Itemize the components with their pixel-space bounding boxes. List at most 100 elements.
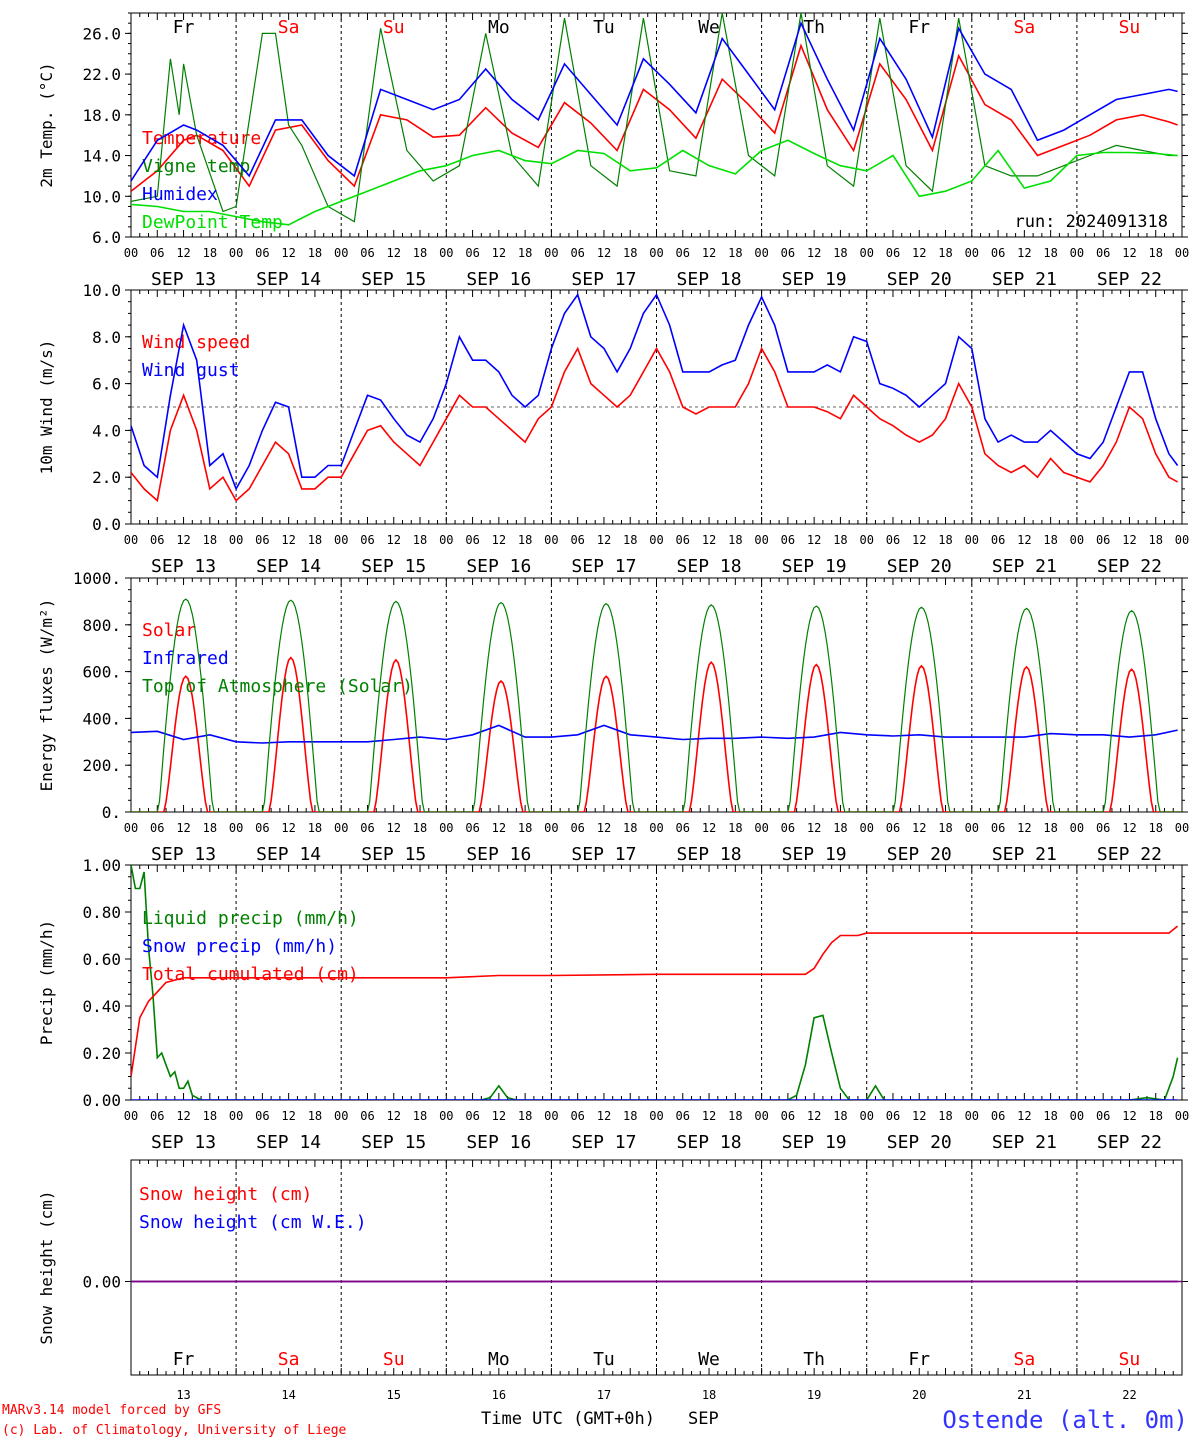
weekday-label: Mo	[488, 1349, 510, 1370]
hour-tick-label: 00	[859, 246, 873, 260]
series-line-wind-gust	[131, 292, 1179, 491]
date-label: SEP 13	[151, 269, 216, 290]
hour-tick-label: 12	[176, 246, 190, 260]
date-label: SEP 16	[466, 556, 531, 577]
y-tick-label: 0.60	[82, 950, 121, 969]
hour-tick-label: 12	[597, 246, 611, 260]
weekday-label: We	[698, 17, 720, 38]
hour-tick-label: 18	[938, 246, 952, 260]
weekday-label: Fr	[173, 17, 195, 38]
date-label: SEP 20	[887, 269, 952, 290]
hour-tick-label: 12	[912, 246, 926, 260]
hour-tick-label: 18	[413, 821, 427, 835]
hour-tick-label: 00	[334, 246, 348, 260]
hour-tick-label: 18	[203, 821, 217, 835]
date-label: SEP 17	[571, 556, 636, 577]
series-line-solar	[131, 656, 1182, 812]
hour-tick-label: 00	[859, 1109, 873, 1123]
date-label: SEP 14	[256, 269, 321, 290]
date-label: SEP 14	[256, 1132, 321, 1153]
hour-tick-label: 12	[1122, 821, 1136, 835]
date-label: SEP 16	[466, 1132, 531, 1153]
hour-tick-label: 00	[229, 533, 243, 547]
hour-tick-label: 12	[492, 246, 506, 260]
hour-tick-label: 06	[676, 533, 690, 547]
y-tick-label: 0.40	[82, 997, 121, 1016]
hour-tick-label: 00	[649, 533, 663, 547]
hour-tick-label: 12	[1017, 246, 1031, 260]
hour-tick-label: 06	[991, 533, 1005, 547]
hour-tick-label-end: 00	[1175, 1109, 1189, 1123]
y-axis-label: 2m Temp. (°C)	[37, 62, 56, 187]
legend-humidex: Humidex	[142, 184, 218, 205]
hour-tick-label: 12	[912, 821, 926, 835]
hour-tick-label: 00	[439, 533, 453, 547]
hour-tick-label: 06	[676, 1109, 690, 1123]
hour-tick-label: 18	[728, 1109, 742, 1123]
date-label: SEP 17	[571, 844, 636, 865]
panels: 6.0 10.0 14.0 18.0 22.0 26.0 2m Temp. (°C) Temp…	[37, 12, 1189, 1402]
day-number-label: 15	[387, 1388, 401, 1402]
day-number-label: 19	[807, 1388, 821, 1402]
hour-tick-label: 00	[754, 533, 768, 547]
hour-tick-label: 12	[281, 821, 295, 835]
hour-tick-label: 00	[229, 1109, 243, 1123]
legend-total-cumulated-cm-: Total cumulated (cm)	[142, 964, 359, 985]
panel-wind: 0.0 2.0 4.0 6.0 8.0 10.0 10m Wind (m/s) Wind sp…	[37, 281, 1189, 577]
date-label: SEP 15	[361, 1132, 426, 1153]
hour-tick-label: 12	[387, 246, 401, 260]
footer-model-line: MARv3.14 model forced by GFS	[2, 1403, 221, 1418]
hour-tick-label: 18	[203, 1109, 217, 1123]
hour-tick-label: 12	[597, 821, 611, 835]
series-line-temperature	[131, 43, 1178, 192]
series-line-wind-speed	[131, 346, 1178, 503]
weekday-label: We	[698, 1349, 720, 1370]
y-axis-label: Precip (mm/h)	[37, 920, 56, 1045]
hour-tick-label: 18	[518, 533, 532, 547]
hour-tick-label: 18	[938, 533, 952, 547]
hour-tick-label-end: 00	[1175, 533, 1189, 547]
y-tick-label: 200.	[82, 756, 121, 775]
hour-tick-label: 12	[807, 1109, 821, 1123]
x-axis-title: Time UTC (GMT+0h)	[481, 1409, 655, 1429]
hour-tick-label: 00	[229, 246, 243, 260]
series-line-dewpoint-temp	[131, 139, 1178, 226]
hour-tick-label: 06	[1096, 821, 1110, 835]
date-label: SEP 17	[571, 1132, 636, 1153]
date-label: SEP 19	[782, 844, 847, 865]
legend-wind-speed: Wind speed	[142, 332, 250, 353]
hour-tick-label: 00	[1070, 246, 1084, 260]
hour-tick-label: 00	[965, 821, 979, 835]
hour-tick-label: 12	[176, 1109, 190, 1123]
series-line-humidex	[131, 20, 1178, 182]
hour-tick-label: 12	[387, 821, 401, 835]
y-tick-label: 22.0	[82, 65, 121, 84]
hour-tick-label: 12	[597, 533, 611, 547]
hour-tick-label: 06	[465, 1109, 479, 1123]
legend-infrared: Infrared	[142, 648, 229, 669]
hour-tick-label: 06	[886, 533, 900, 547]
hour-tick-label-end: 00	[1175, 246, 1189, 260]
hour-tick-label: 06	[255, 533, 269, 547]
date-label: SEP 18	[677, 1132, 742, 1153]
hour-tick-label: 06	[150, 533, 164, 547]
legend-vigne-temp: Vigne temp	[142, 156, 250, 177]
hour-tick-label: 12	[176, 533, 190, 547]
y-tick-label: 6.0	[92, 228, 121, 247]
day-number-label: 16	[492, 1388, 506, 1402]
weekday-label: Su	[1119, 17, 1141, 38]
hour-tick-label: 18	[1043, 246, 1057, 260]
hour-tick-label: 06	[1096, 246, 1110, 260]
hour-tick-label: 12	[387, 533, 401, 547]
weekday-label: Sa	[278, 17, 300, 38]
hour-tick-label: 12	[387, 1109, 401, 1123]
hour-tick-label: 18	[623, 246, 637, 260]
hour-tick-label: 06	[360, 1109, 374, 1123]
hour-tick-label: 06	[676, 821, 690, 835]
hour-tick-label: 06	[465, 533, 479, 547]
hour-tick-label: 18	[1148, 1109, 1162, 1123]
hour-tick-label: 00	[649, 246, 663, 260]
series-line-infrared	[131, 724, 1178, 744]
hour-tick-label: 06	[360, 533, 374, 547]
hour-tick-label: 06	[886, 821, 900, 835]
